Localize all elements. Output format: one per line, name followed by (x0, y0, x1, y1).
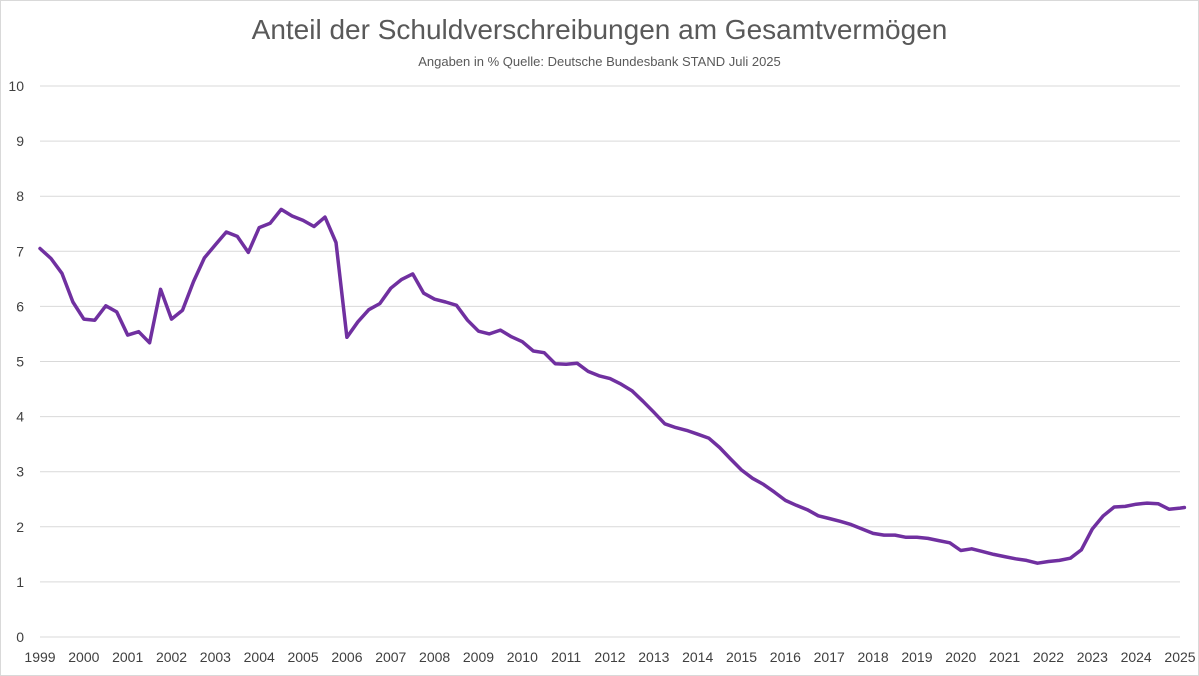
x-tick-label: 2010 (507, 649, 538, 665)
y-tick-label: 0 (16, 629, 24, 645)
y-tick-label: 4 (16, 409, 24, 425)
x-tick-label: 2002 (156, 649, 187, 665)
x-tick-label: 2019 (901, 649, 932, 665)
y-tick-label: 6 (16, 298, 24, 314)
x-tick-label: 2021 (989, 649, 1020, 665)
x-tick-label: 2012 (594, 649, 625, 665)
y-tick-label: 5 (16, 354, 24, 370)
x-tick-label: 2013 (638, 649, 669, 665)
x-tick-label: 2016 (770, 649, 801, 665)
series-line (38, 207, 1187, 565)
x-tick-label: 2015 (726, 649, 757, 665)
x-tick-label: 2018 (857, 649, 888, 665)
x-tick-label: 1999 (24, 649, 55, 665)
x-tick-label: 2004 (244, 649, 275, 665)
x-tick-label: 2009 (463, 649, 494, 665)
x-tick-label: 2024 (1121, 649, 1152, 665)
y-tick-label: 7 (16, 243, 24, 259)
y-tick-label: 1 (16, 574, 24, 590)
x-tick-label: 2020 (945, 649, 976, 665)
y-tick-label: 3 (16, 464, 24, 480)
x-tick-label: 2017 (814, 649, 845, 665)
chart-subtitle: Angaben in % Quelle: Deutsche Bundesbank… (418, 54, 781, 69)
y-tick-label: 2 (16, 519, 24, 535)
y-tick-label: 8 (16, 188, 24, 204)
chart-title: Anteil der Schuldverschreibungen am Gesa… (251, 14, 948, 45)
x-tick-label: 2006 (331, 649, 362, 665)
x-tick-label: 2007 (375, 649, 406, 665)
x-tick-label: 2000 (68, 649, 99, 665)
x-tick-label: 2001 (112, 649, 143, 665)
x-tick-label: 2022 (1033, 649, 1064, 665)
x-tick-label: 2023 (1077, 649, 1108, 665)
x-tick-label: 2003 (200, 649, 231, 665)
x-tick-label: 2005 (287, 649, 318, 665)
x-tick-label: 2008 (419, 649, 450, 665)
x-tick-label: 2025 (1164, 649, 1195, 665)
y-tick-label: 10 (8, 78, 24, 94)
x-tick-label: 2011 (551, 649, 581, 665)
y-tick-label: 9 (16, 133, 24, 149)
x-tick-label: 2014 (682, 649, 713, 665)
